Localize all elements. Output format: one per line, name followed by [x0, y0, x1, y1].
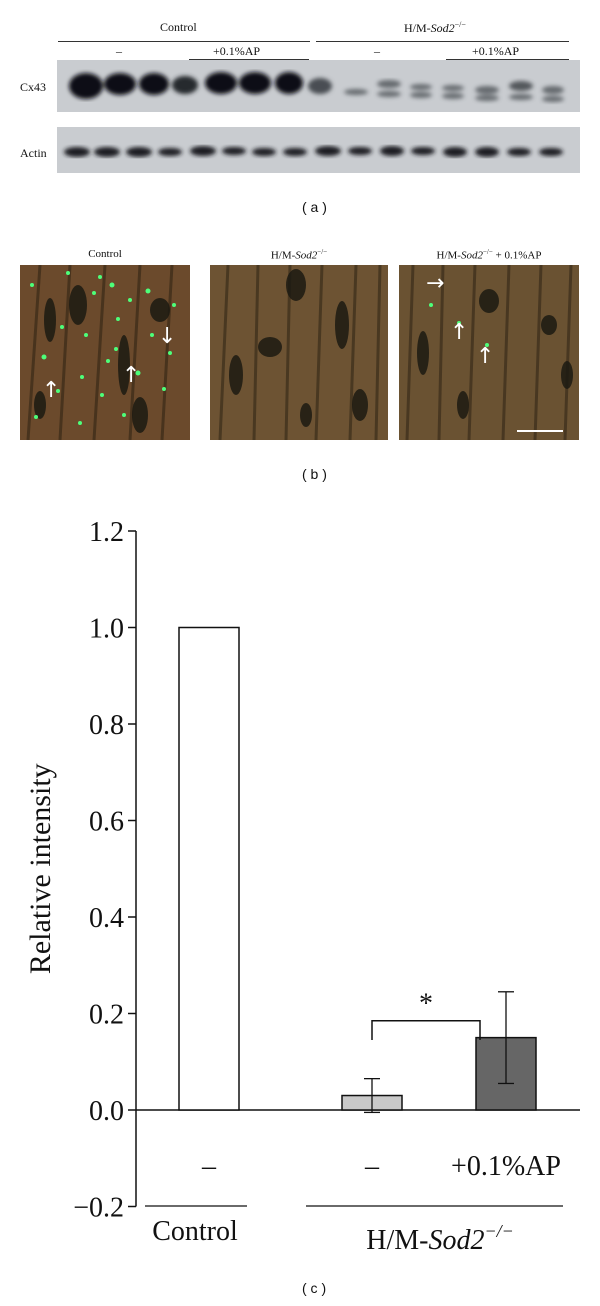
- y-tick-label: 0.8: [89, 710, 124, 741]
- significance-bracket: [371, 1019, 481, 1041]
- micrograph-title-ko: H/M-Sod2−/−: [270, 248, 328, 262]
- category-label: –: [364, 1151, 380, 1182]
- bar: [178, 626, 240, 1111]
- arrow-up-icon: ↑: [122, 363, 141, 388]
- group-label-ko: H/M-Sod2−/−: [404, 20, 466, 35]
- group-label-control: Control: [160, 20, 197, 34]
- micrograph-ko: [210, 265, 388, 440]
- sub-line-ko-ap: [446, 59, 569, 60]
- arrow-up-icon: ↑: [476, 344, 495, 369]
- group-line-control: [58, 41, 310, 42]
- panel-a-caption: ( a ): [302, 199, 327, 215]
- micrograph-title-control: Control: [88, 248, 122, 260]
- sub-label-control-minus: –: [116, 44, 122, 58]
- y-tick-label: −0.2: [73, 1193, 124, 1224]
- sub-label-ko-minus: –: [374, 44, 380, 58]
- category-label: +0.1%AP: [451, 1151, 561, 1182]
- arrow-up-icon: ↑: [450, 320, 469, 345]
- sub-line-control-ap: [189, 59, 309, 60]
- y-tick-label: 0.4: [89, 903, 124, 934]
- actin-blot-image: [57, 127, 580, 173]
- significance-marker: *: [419, 989, 433, 1020]
- sub-label-ko-ap: +0.1%AP: [472, 44, 520, 58]
- arrow-down-icon: ↓: [158, 324, 177, 349]
- panel-c-caption: ( c ): [302, 1280, 327, 1296]
- micrograph-title-ko-ap: H/M-Sod2−/− + 0.1%AP: [436, 248, 542, 262]
- micrograph-control: [20, 265, 190, 440]
- arrow-up-icon: ↑: [42, 378, 61, 403]
- group-label-control: Control: [152, 1216, 238, 1247]
- y-tick-label: 1.0: [89, 614, 124, 645]
- y-axis-label: Relative intensity: [24, 763, 57, 974]
- y-tick-label: 0.6: [89, 807, 124, 838]
- y-tick-label: 1.2: [89, 517, 124, 548]
- y-tick-label: 0.0: [89, 1096, 124, 1127]
- group-label-ko: H/M-Sod2−/−: [366, 1221, 514, 1256]
- micrograph-ko-ap: [399, 265, 579, 440]
- cx43-blot-image: [57, 60, 580, 112]
- bar-chart: 1.2 1.0 0.8 0.6 0.4 0.2 0.0 −0.2 Relative intens…: [24, 517, 580, 1256]
- group-line-ko: [316, 41, 569, 42]
- arrow-right-icon: →: [426, 271, 445, 296]
- row-label-cx43: Cx43: [20, 80, 47, 94]
- panel-b-caption: ( b ): [302, 466, 327, 482]
- category-label: –: [201, 1151, 217, 1182]
- y-tick-label: 0.2: [89, 1000, 124, 1031]
- sub-label-control-ap: +0.1%AP: [213, 44, 261, 58]
- row-label-actin: Actin: [20, 146, 47, 160]
